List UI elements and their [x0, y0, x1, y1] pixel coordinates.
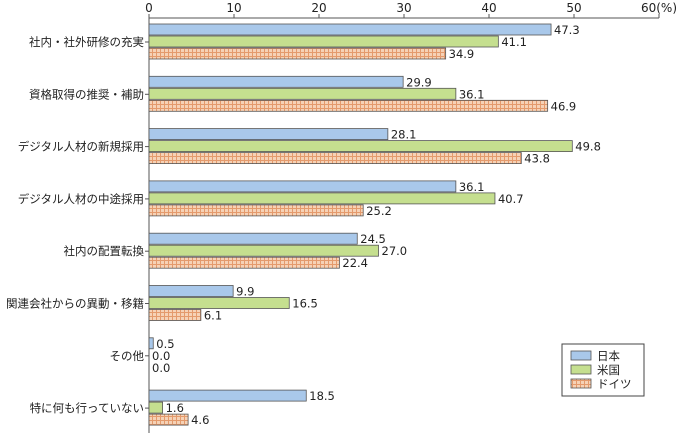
- bar: [148, 87, 457, 100]
- data-label: 43.8: [524, 152, 550, 166]
- bar: [148, 204, 364, 217]
- x-tick-label: 60(%): [641, 1, 677, 15]
- bar: [148, 309, 202, 321]
- data-label: 4.6: [191, 413, 209, 427]
- category-label: その他: [110, 349, 145, 363]
- x-axis: 0 10 20 30 40 50 60(%) 社内・社外研修の充実資格取得の推奨・補助デジタル…: [6, 1, 677, 433]
- data-label: 46.9: [551, 99, 577, 113]
- data-label: 25.2: [366, 204, 392, 218]
- data-label: 0.0: [152, 349, 170, 363]
- x-tick-label: 40: [481, 1, 496, 15]
- bar: [148, 413, 189, 426]
- bar: [148, 75, 404, 88]
- data-label: 36.1: [459, 87, 485, 101]
- bars: 47.3 41.1 34.9 29.9 36.1 46.9 28.1 49.8 43.8 36.1…: [148, 23, 601, 427]
- data-label: 6.1: [204, 309, 222, 323]
- category-label: デジタル人材の新規採用: [18, 140, 144, 154]
- x-tick-label: 10: [226, 1, 241, 15]
- bar: [148, 99, 549, 112]
- data-label: 16.5: [292, 297, 318, 311]
- data-label: 41.1: [501, 35, 527, 49]
- data-label: 0.5: [156, 337, 174, 351]
- data-label: 24.5: [360, 232, 386, 246]
- data-label: 27.0: [382, 244, 408, 258]
- legend-swatch: [570, 350, 592, 361]
- data-label: 28.1: [391, 128, 417, 142]
- data-label: 22.4: [342, 256, 368, 270]
- category-label: 特に何も行っていない: [30, 401, 144, 415]
- data-label: 40.7: [498, 192, 524, 206]
- data-label: 36.1: [459, 180, 485, 194]
- bar: [148, 244, 379, 257]
- data-label: 29.9: [406, 75, 432, 89]
- legend-label: 米国: [597, 363, 620, 377]
- category-label: 資格取得の推奨・補助: [29, 87, 144, 101]
- bar: [148, 140, 573, 153]
- data-label: 1.6: [166, 401, 184, 415]
- legend-swatch: [570, 364, 592, 375]
- bar: [148, 389, 307, 402]
- data-label: 34.9: [449, 47, 475, 61]
- bar: [148, 180, 457, 193]
- category-label: 社内の配置転換: [64, 244, 145, 258]
- bar: [148, 152, 522, 165]
- x-tick-label: 50: [566, 1, 581, 15]
- x-tick-label: 30: [396, 1, 411, 15]
- data-label: 18.5: [309, 389, 335, 403]
- bar: [148, 297, 290, 309]
- bar: [148, 401, 163, 414]
- data-label: 49.8: [575, 140, 601, 154]
- x-tick-label: 0: [145, 1, 153, 15]
- bar: [148, 285, 234, 297]
- data-label: 9.9: [236, 285, 254, 299]
- bar: [148, 337, 154, 350]
- x-tick-label: 20: [311, 1, 326, 15]
- bar: [148, 232, 358, 245]
- data-label: 0.0: [152, 361, 170, 375]
- bar: [148, 23, 552, 36]
- category-label: デジタル人材の中途採用: [18, 192, 144, 206]
- bar: [148, 256, 340, 269]
- legend-swatch: [570, 378, 592, 389]
- legend-label: 日本: [597, 349, 620, 363]
- category-label: 社内・社外研修の充実: [29, 35, 144, 49]
- bar: [148, 192, 496, 205]
- category-label: 関連会社からの異動・移籍: [6, 297, 144, 311]
- data-label: 47.3: [554, 23, 580, 37]
- bar: [148, 35, 499, 48]
- legend-label: ドイツ: [597, 377, 632, 391]
- bar: [148, 128, 389, 141]
- bar: [148, 47, 447, 60]
